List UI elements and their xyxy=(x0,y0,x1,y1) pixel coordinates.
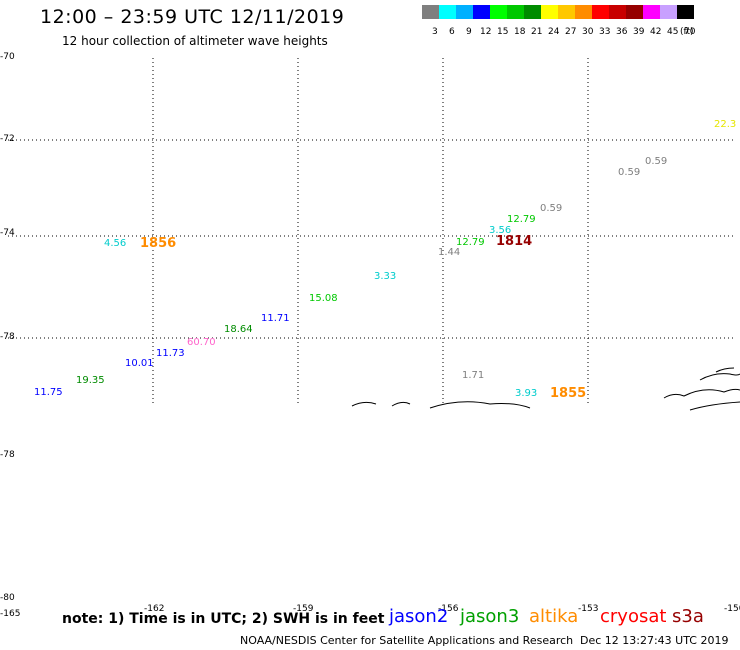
colorbar-swatch xyxy=(626,5,643,19)
wave-height-label: 1.71 xyxy=(462,370,484,381)
colorbar-swatch xyxy=(456,5,473,19)
colorbar-level-label: 15 xyxy=(497,27,509,37)
wave-height-label: 11.73 xyxy=(156,348,185,359)
colorbar-level-label: 70 xyxy=(684,27,696,37)
colorbar-swatch xyxy=(507,5,524,19)
colorbar-level-label: 42 xyxy=(650,27,662,37)
wave-height-label: 10.01 xyxy=(125,358,154,369)
latitude-tick-label: -80 xyxy=(0,593,15,603)
wave-height-label: 12.79 xyxy=(456,237,485,248)
longitude-tick-label: -159 xyxy=(293,604,314,614)
wave-height-label: 4.56 xyxy=(104,238,126,249)
wave-height-label: 1856 xyxy=(140,236,176,251)
longitude-tick-label: -153 xyxy=(578,604,599,614)
wave-height-label: 3.56 xyxy=(489,225,511,236)
colorbar-level-label: 3 xyxy=(432,27,438,37)
colorbar-level-label: 45 xyxy=(667,27,679,37)
wave-height-label: 3.93 xyxy=(515,388,537,399)
satellite-legend-jason2: jason2 xyxy=(389,606,449,627)
colorbar-unit-label: (ft) xyxy=(680,27,694,37)
credit-line: NOAA/NESDIS Center for Satellite Applica… xyxy=(240,634,574,647)
map-title: 12:00 – 23:59 UTC 12/11/2019 xyxy=(40,6,345,28)
wave-height-label: 0.59 xyxy=(540,203,562,214)
wave-height-label: 3.33 xyxy=(374,271,396,282)
wave-height-label: 12.79 xyxy=(507,214,536,225)
colorbar-level-label: 33 xyxy=(599,27,611,37)
wave-height-label: 19.35 xyxy=(76,375,105,386)
wave-height-label: 60.70 xyxy=(187,337,216,348)
wave-height-label: 0.59 xyxy=(618,167,640,178)
longitude-tick-label: -156 xyxy=(438,604,459,614)
wave-height-label: 1.44 xyxy=(438,247,460,258)
latitude-tick-label: -72 xyxy=(0,134,15,144)
satellite-legend-altika: altika xyxy=(529,606,579,627)
colorbar-level-label: 9 xyxy=(466,27,472,37)
colorbar-swatch xyxy=(422,5,439,19)
longitude-tick-label: -150 xyxy=(724,604,740,614)
colorbar-level-label: 39 xyxy=(633,27,645,37)
colorbar-swatch xyxy=(592,5,609,19)
wave-height-label: 1814 xyxy=(496,234,532,249)
colorbar-swatch xyxy=(558,5,575,19)
colorbar-level-label: 36 xyxy=(616,27,628,37)
colorbar-level-label: 27 xyxy=(565,27,577,37)
satellite-legend-cryosat: cryosat xyxy=(600,606,667,627)
antarctic-coastline xyxy=(351,367,740,411)
map-subtitle: 12 hour collection of altimeter wave hei… xyxy=(62,34,328,48)
colorbar-swatch xyxy=(660,5,677,19)
wave-height-label: 11.71 xyxy=(261,313,290,324)
latitude-tick-label: -78 xyxy=(0,450,15,460)
latitude-tick-label: -78 xyxy=(0,332,15,342)
colorbar-level-label: 18 xyxy=(514,27,526,37)
colorbar-swatch xyxy=(677,5,694,19)
colorbar-swatch xyxy=(490,5,507,19)
colorbar-level-label: 12 xyxy=(480,27,492,37)
map-grid xyxy=(8,58,736,404)
colorbar-swatch xyxy=(524,5,541,19)
wave-height-label: 22.3 xyxy=(714,119,736,130)
colorbar-level-label: 6 xyxy=(449,27,455,37)
longitude-tick-label: -162 xyxy=(144,604,165,614)
colorbar-swatch xyxy=(439,5,456,19)
longitude-tick-label: -165 xyxy=(0,609,21,619)
wave-height-label: 1855 xyxy=(550,386,586,401)
colorbar-swatch xyxy=(575,5,592,19)
wave-height-label: 11.75 xyxy=(34,387,63,398)
wave-height-label: 0.59 xyxy=(645,156,667,167)
generation-timestamp: Dec 12 13:27:43 UTC 2019 xyxy=(580,634,729,647)
latitude-tick-label: -74 xyxy=(0,228,15,238)
satellite-legend-jason3: jason3 xyxy=(460,606,520,627)
colorbar-swatch xyxy=(541,5,558,19)
colorbar-level-label: 24 xyxy=(548,27,560,37)
wave-height-label: 15.08 xyxy=(309,293,338,304)
latitude-tick-label: -70 xyxy=(0,52,15,62)
wave-height-label: 18.64 xyxy=(224,324,253,335)
satellite-legend-s3a: s3a xyxy=(672,606,704,627)
colorbar-swatch xyxy=(609,5,626,19)
colorbar-swatch xyxy=(643,5,660,19)
colorbar-level-label: 21 xyxy=(531,27,543,37)
colorbar-level-label: 30 xyxy=(582,27,594,37)
footer-note: note: 1) Time is in UTC; 2) SWH is in fe… xyxy=(62,611,385,627)
colorbar-swatch xyxy=(473,5,490,19)
